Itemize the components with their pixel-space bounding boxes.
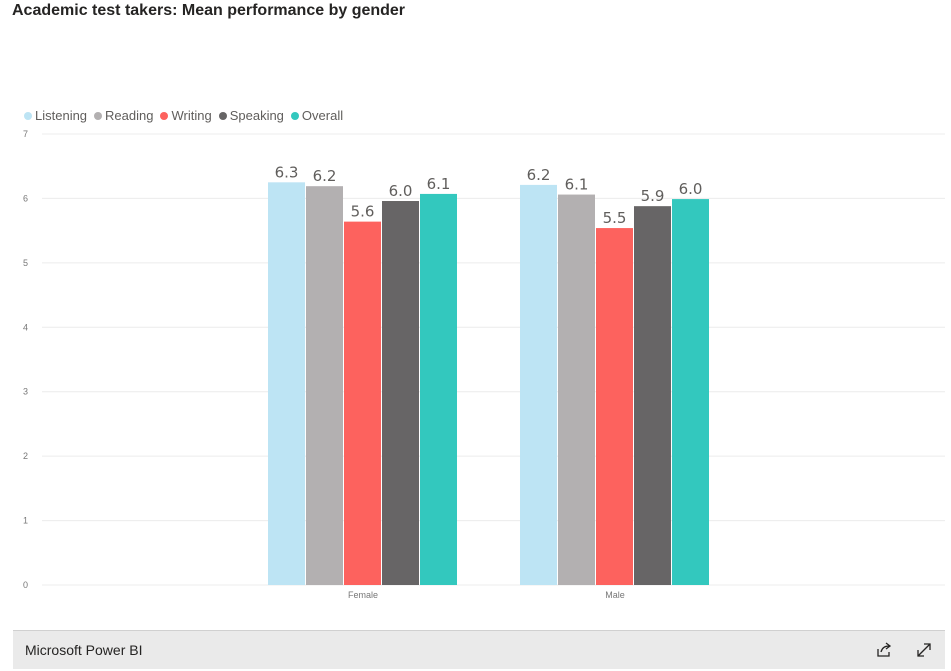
legend-dot-icon <box>290 111 299 120</box>
legend-label: Overall <box>301 108 344 123</box>
report-footer: Microsoft Power BI <box>13 630 945 669</box>
bar-female-listening <box>268 182 305 586</box>
data-label: 6.1 <box>427 175 451 193</box>
legend-label: Speaking <box>229 108 284 123</box>
y-tick-label: 3 <box>23 387 28 397</box>
y-tick-label: 7 <box>23 129 28 139</box>
bar-male-reading <box>558 194 595 585</box>
data-label: 6.0 <box>679 180 703 198</box>
legend-item-speaking[interactable]: Speaking <box>218 108 284 123</box>
data-label: 5.9 <box>641 187 665 205</box>
legend-dot-icon <box>24 111 32 120</box>
y-tick-label: 5 <box>23 258 28 268</box>
footer-brand: Microsoft Power BI <box>25 642 143 658</box>
y-tick-label: 1 <box>23 516 28 526</box>
y-tick-label: 2 <box>23 451 28 461</box>
data-label: 6.2 <box>527 166 551 184</box>
bar-male-listening <box>520 184 557 586</box>
legend-dot-icon <box>160 111 169 120</box>
data-label: 6.3 <box>275 163 299 181</box>
bar-male-writing <box>596 228 633 585</box>
expand-icon[interactable] <box>915 641 933 659</box>
bar-female-overall <box>420 193 457 585</box>
share-icon[interactable] <box>875 641 893 659</box>
data-label: 5.6 <box>351 203 375 221</box>
bar-female-speaking <box>382 201 419 585</box>
y-tick-label: 0 <box>23 580 28 590</box>
chart-legend: Listening Reading Writing Speaking Overall <box>24 108 343 123</box>
legend-item-listening[interactable]: Listening <box>24 108 87 123</box>
legend-item-writing[interactable]: Writing <box>160 108 212 123</box>
data-label: 6.0 <box>389 182 413 200</box>
x-tick-label: Male <box>605 590 625 600</box>
bar-female-writing <box>344 221 381 585</box>
legend-item-overall[interactable]: Overall <box>290 108 344 123</box>
y-tick-label: 4 <box>23 322 28 332</box>
x-tick-label: Female <box>348 590 378 600</box>
legend-dot-icon <box>94 111 103 120</box>
data-label: 6.1 <box>565 176 589 194</box>
data-label: 6.2 <box>313 167 337 185</box>
legend-item-reading[interactable]: Reading <box>94 108 153 123</box>
bar-chart: 0 1 2 3 4 5 6 7 6.3 6.2 5.6 6.0 6.1 Female 6.2 6.1 5.5 5.… <box>23 129 945 600</box>
chart-title: Academic test takers: Mean performance b… <box>12 2 406 19</box>
legend-label: Listening <box>35 108 88 123</box>
footer-actions <box>875 641 933 659</box>
legend-dot-icon <box>218 111 227 120</box>
bar-female-reading <box>306 186 343 586</box>
bar-male-overall <box>672 199 709 585</box>
legend-label: Writing <box>171 108 212 123</box>
bar-male-speaking <box>634 206 671 585</box>
y-tick-label: 6 <box>23 193 28 203</box>
data-label: 5.5 <box>603 209 627 227</box>
legend-label: Reading <box>105 108 154 123</box>
